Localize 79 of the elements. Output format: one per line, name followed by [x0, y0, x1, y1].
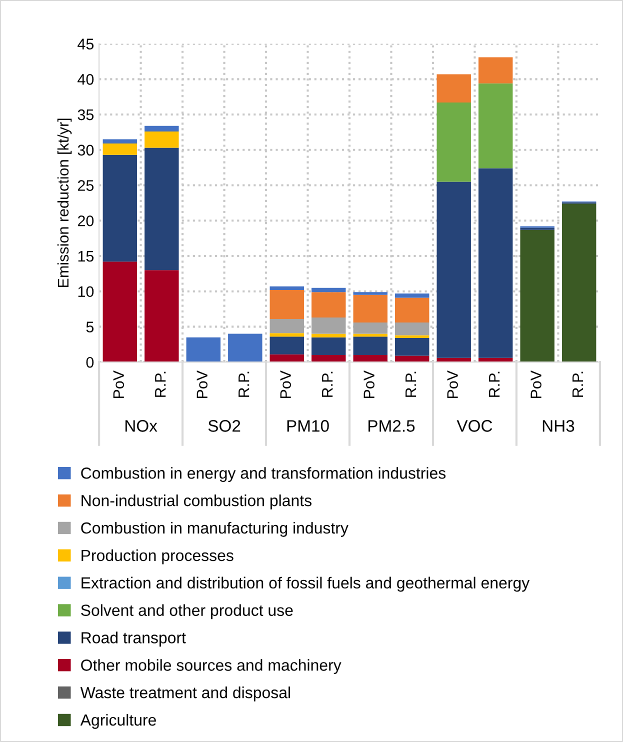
bar — [312, 292, 346, 318]
x-tick-label: PoV — [530, 370, 542, 398]
bar — [436, 74, 471, 102]
x-tick-label: PoV — [280, 370, 291, 398]
bar — [144, 126, 179, 132]
y-tick-label: 0 — [86, 356, 94, 368]
bar — [312, 318, 346, 334]
y-tick-label: 30 — [78, 144, 94, 156]
bar — [395, 335, 430, 338]
bar — [395, 293, 430, 298]
bar — [144, 131, 179, 148]
x-tick-label: R.P. — [406, 372, 416, 397]
bar — [270, 336, 304, 354]
y-tick-label: 15 — [78, 251, 94, 262]
bar — [478, 168, 513, 358]
text: PM2.5 — [368, 420, 415, 432]
legend-label: Extraction and distribution of fossil fuels and geothermal energy — [82, 576, 530, 592]
text: NOx — [126, 420, 158, 432]
bar — [436, 182, 471, 358]
bar — [478, 83, 513, 168]
legend-label: Other mobile sources and machinery — [81, 659, 342, 674]
bar — [395, 356, 430, 362]
legend-label: Combustion in manufacturing industry — [81, 522, 348, 537]
bar — [436, 102, 471, 182]
legend-label: Agriculture — [80, 714, 156, 729]
bar — [395, 298, 430, 322]
x-tick-label: R.P. — [322, 372, 333, 397]
x-tick-label: R.P. — [572, 372, 584, 397]
bar — [270, 318, 304, 334]
bar — [312, 355, 346, 362]
x-tick-label: PoV — [364, 370, 374, 398]
bar — [312, 334, 346, 338]
bar — [395, 322, 430, 336]
legend-label: Production processes — [82, 549, 234, 564]
bar — [270, 290, 304, 319]
bar — [270, 333, 304, 337]
bar — [562, 204, 596, 362]
y-tick-label: 35 — [78, 109, 94, 120]
y-axis-title: Emission reduction [kt/yr] — [57, 118, 72, 288]
bar — [312, 288, 346, 292]
x-tick-label: PoV — [113, 370, 124, 398]
bar — [102, 262, 138, 362]
bar — [353, 292, 388, 295]
bar — [520, 230, 554, 362]
x-tick-label: PoV — [196, 370, 208, 398]
y-tick-label: 25 — [78, 180, 94, 191]
bar — [144, 148, 179, 270]
bar — [312, 337, 346, 356]
legend-label: Combustion in energy and transformation industries — [81, 467, 446, 482]
x-tick-label: PoV — [447, 370, 458, 398]
legend-label: Waste treatment and disposal — [80, 686, 290, 702]
legend-label: Non-industrial combustion plants — [82, 494, 312, 510]
bar — [102, 144, 138, 155]
x-tick-label: R.P. — [489, 372, 500, 397]
x-tick-label: R.P. — [238, 372, 250, 397]
text: NH3 — [542, 420, 574, 432]
y-tick-label: 40 — [78, 74, 94, 85]
bar — [353, 294, 388, 322]
text: PM10 — [287, 420, 329, 432]
x-tick-label: R.P. — [155, 372, 166, 397]
y-tick-label: 45 — [78, 38, 94, 50]
bar — [102, 139, 138, 144]
legend-label: Road transport — [82, 632, 186, 647]
bar — [144, 270, 179, 362]
bar — [186, 337, 221, 362]
bar — [102, 154, 138, 262]
bar — [228, 334, 262, 362]
bar — [395, 338, 430, 356]
bar — [353, 355, 388, 362]
y-tick-label: 20 — [78, 215, 94, 226]
y-tick-label: 10 — [78, 286, 94, 298]
text: SO2 — [208, 420, 240, 432]
y-tick-label: 5 — [86, 322, 94, 332]
legend-label: Solvent and other product use — [81, 604, 293, 620]
bar — [478, 57, 513, 84]
text: VOC — [456, 420, 492, 432]
bar — [353, 336, 388, 356]
bar — [353, 322, 388, 334]
bar — [270, 286, 304, 290]
